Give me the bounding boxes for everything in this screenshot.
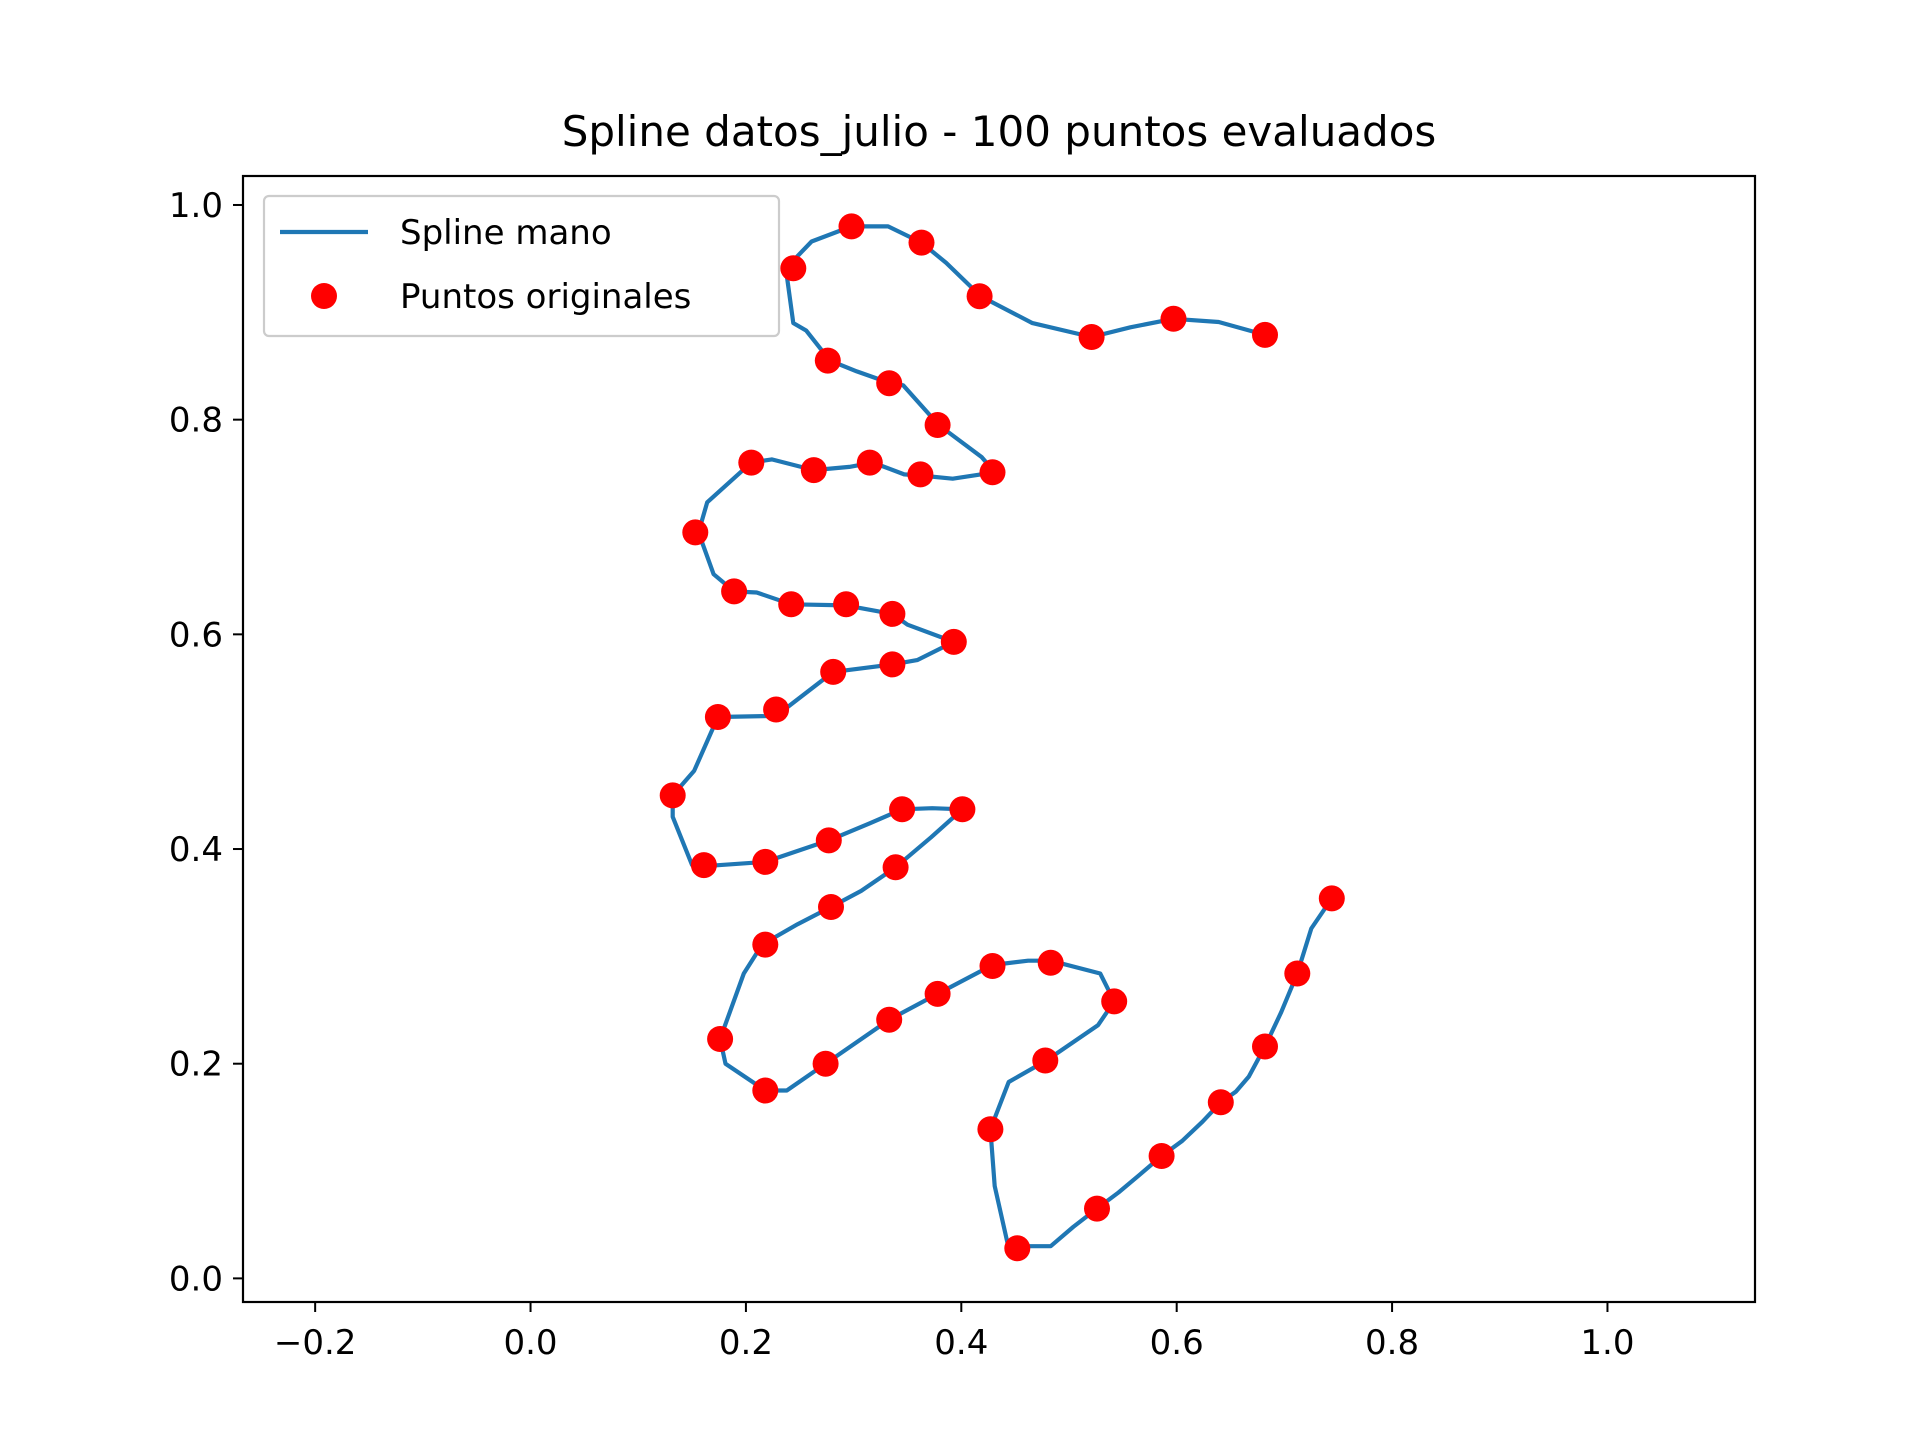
data-point [659,782,686,809]
data-point [1084,1195,1110,1222]
data-point [812,1050,839,1077]
legend-label-spline: Spline mano [400,213,612,253]
data-point [690,852,717,879]
data-point [876,370,903,397]
data-point [908,229,935,256]
data-point [752,1077,779,1104]
data-point [1252,321,1278,348]
data-point [1004,1235,1031,1262]
data-point [738,449,765,476]
y-axis: 0.0 0.2 0.4 0.6 0.8 1.0 [169,186,243,1299]
data-point [977,1116,1004,1143]
data-point [949,796,976,823]
data-point [820,658,847,685]
legend-dot-swatch [311,283,337,309]
legend-box [262,194,781,338]
data-point [1101,988,1128,1015]
data-point [979,459,1006,486]
y-tick-label: 1.0 [169,186,223,226]
data-point [818,894,844,920]
data-point [876,1006,903,1033]
axes-frame [241,174,1757,1304]
x-tick-label: −0.2 [274,1323,357,1363]
data-point [707,1026,734,1052]
data-point [924,980,951,1007]
data-point [1207,1089,1234,1116]
data-point [882,854,909,881]
x-tick-label: 0.8 [1365,1323,1419,1363]
data-point [940,628,967,655]
data-point [1284,960,1311,987]
data-point [1318,885,1345,912]
x-tick-label: 0.4 [934,1323,988,1363]
data-point [752,931,779,958]
data-point [979,953,1006,979]
chart-title: Spline datos_julio - 100 puntos evaluado… [562,107,1437,156]
data-point [815,827,842,854]
data-point [1252,1033,1278,1060]
data-point [752,848,779,875]
data-point [838,213,865,240]
data-point [1148,1143,1175,1169]
data-point [1032,1047,1059,1074]
y-tick-label: 0.8 [169,401,223,441]
data-point [856,449,883,476]
plot-area [659,213,1345,1262]
x-tick-label: 0.6 [1150,1323,1204,1363]
data-point [1037,949,1064,976]
y-tick-label: 0.6 [169,615,223,655]
legend: Spline mano Puntos originales [262,194,781,338]
x-axis: −0.2 0.0 0.2 0.4 0.6 0.8 1.0 [274,1302,1635,1363]
data-point [924,412,951,438]
x-tick-label: 0.2 [719,1323,773,1363]
data-point [721,578,748,605]
data-point [800,457,827,484]
data-point [966,283,993,310]
data-point [889,796,916,823]
y-tick-label: 0.0 [169,1259,223,1299]
data-point [1078,324,1105,350]
data-point [879,651,906,678]
data-point [833,591,860,618]
data-point [780,255,807,282]
data-point [778,591,805,618]
y-tick-label: 0.2 [169,1045,223,1085]
data-point [1160,305,1187,332]
data-point [907,461,934,488]
data-point [704,704,731,730]
x-tick-label: 1.0 [1580,1323,1634,1363]
data-point [814,347,841,374]
data-point [682,519,709,546]
data-point [763,696,790,723]
legend-label-points: Puntos originales [400,277,691,317]
y-tick-label: 0.4 [169,830,223,870]
x-tick-label: 0.0 [503,1323,557,1363]
data-point [879,600,906,627]
